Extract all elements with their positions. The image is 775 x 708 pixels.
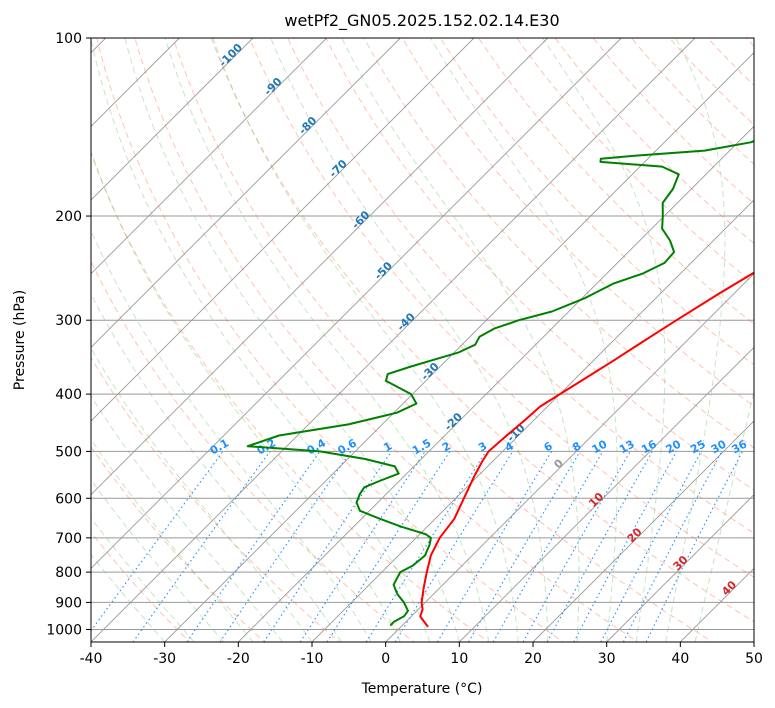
y-tick-label: 100 [55, 31, 82, 47]
y-tick-label: 900 [55, 595, 82, 611]
moist-adiabat-line [91, 553, 166, 642]
moist-adiabat-line [694, 389, 754, 642]
dry-adiabat-line [210, 38, 754, 623]
y-tick-label: 700 [55, 531, 82, 547]
mixing-ratio-line [394, 451, 514, 642]
mixing-ratio-line [219, 451, 352, 642]
moist-adiabat-line [542, 38, 666, 642]
moist-adiabat-line [91, 292, 342, 642]
isotherm-line [459, 346, 754, 642]
dry-adiabat-line [134, 38, 639, 642]
isotherm-line [164, 52, 754, 642]
chart-title: wetPf2_GN05.2025.152.02.14.E30 [284, 11, 559, 31]
moist-adiabat-line [91, 438, 254, 642]
dry-adiabat-line [325, 38, 754, 491]
dry-adiabat-line [91, 356, 340, 642]
moist-adiabat-line [164, 38, 490, 642]
dry-adiabats [91, 25, 775, 645]
y-tick-label: 600 [55, 491, 82, 507]
moist-adiabat-line [91, 229, 372, 642]
isobar-gridlines [91, 38, 754, 630]
isotherm-line [606, 494, 754, 642]
isotherm-line [91, 38, 622, 569]
isotherm-line [91, 38, 548, 496]
y-tick-label: 800 [55, 565, 82, 581]
y-axis-label: Pressure (hPa) [12, 290, 28, 390]
isotherm-line [238, 125, 754, 642]
isotherm-line [385, 273, 754, 642]
dry-adiabat-line [516, 38, 754, 285]
moist-adiabat-line [91, 347, 313, 642]
plot-background [91, 38, 754, 642]
y-tick-label: 400 [55, 387, 82, 403]
isotherm-gridlines [91, 38, 754, 642]
x-tick-label: 10 [450, 651, 468, 667]
moist-adiabat-line [212, 38, 519, 642]
x-axis-label: Temperature (°C) [361, 681, 483, 697]
mixing-ratio-line [326, 451, 451, 642]
x-tick-label: 30 [598, 651, 616, 667]
moist-adiabat-line [341, 38, 580, 642]
x-tick-label: -30 [153, 651, 176, 667]
x-axis-ticks: -40 -30 -20 -10 0 10 20 30 40 50 [80, 642, 763, 667]
moist-adiabat-line [91, 38, 431, 642]
mixing-ratio-lines [91, 451, 743, 642]
mixing-ratio-line [263, 451, 392, 642]
isotherm-line [91, 38, 475, 422]
mixing-ratio-line [299, 451, 426, 642]
x-tick-label: -40 [80, 651, 103, 667]
mixing-ratio-line [546, 451, 653, 642]
moist-adiabats [91, 38, 754, 642]
y-tick-label: 500 [55, 444, 82, 460]
y-axis-ticks: 100 200 300 400 500 600 700 800 900 1000 [46, 31, 91, 638]
sounding-profiles [246, 139, 754, 628]
dry-adiabat-line [287, 38, 754, 535]
temperature-profile-line [419, 271, 754, 628]
mixing-ratio-line [573, 451, 677, 642]
isotherm-line [91, 38, 696, 642]
isotherm-line [91, 38, 254, 201]
moist-adiabat-line [665, 38, 726, 642]
isotherm-line [532, 420, 754, 642]
plot-frame [90, 37, 755, 643]
moist-adiabat-line [430, 38, 618, 642]
dewpoint-profile-line [246, 139, 754, 627]
isotherm-line [91, 38, 401, 348]
x-tick-label: 0 [381, 651, 390, 667]
isotherm-line [91, 38, 327, 275]
moist-adiabat-line [270, 38, 549, 642]
mixing-ratio-line [365, 451, 487, 642]
y-tick-label: 300 [55, 313, 82, 329]
y-tick-label: 1000 [46, 622, 82, 638]
moist-adiabat-line [91, 517, 195, 642]
isotherm-line [753, 641, 754, 642]
mixing-ratio-labels: 0.1 0.2 0.4 0.6 1 1.5 2 3 4 6 8 10 13 16 20 25 30 36 [208, 436, 750, 457]
dry-adiabat-line [91, 445, 266, 642]
moist-adiabat-line [124, 38, 460, 642]
dry-adiabat-line [91, 260, 415, 642]
moist-adiabat-line [91, 479, 224, 642]
x-tick-label: -20 [227, 651, 250, 667]
mixing-ratio-line [645, 451, 743, 642]
x-tick-label: 20 [524, 651, 542, 667]
mixing-ratio-line [468, 451, 581, 642]
dry-adiabat-line [771, 25, 775, 645]
isotherm-line [311, 199, 754, 642]
dry-adiabat-line [96, 38, 565, 642]
dry-adiabat-line [248, 38, 754, 578]
dry-adiabat-line [91, 151, 490, 642]
x-tick-label: -10 [301, 651, 324, 667]
mixing-ratio-line [436, 451, 553, 642]
x-tick-label: 50 [745, 651, 763, 667]
y-tick-label: 200 [55, 209, 82, 225]
mixing-ratio-line [186, 451, 321, 642]
x-tick-label: 40 [671, 651, 689, 667]
mixing-ratio-line [132, 451, 271, 642]
